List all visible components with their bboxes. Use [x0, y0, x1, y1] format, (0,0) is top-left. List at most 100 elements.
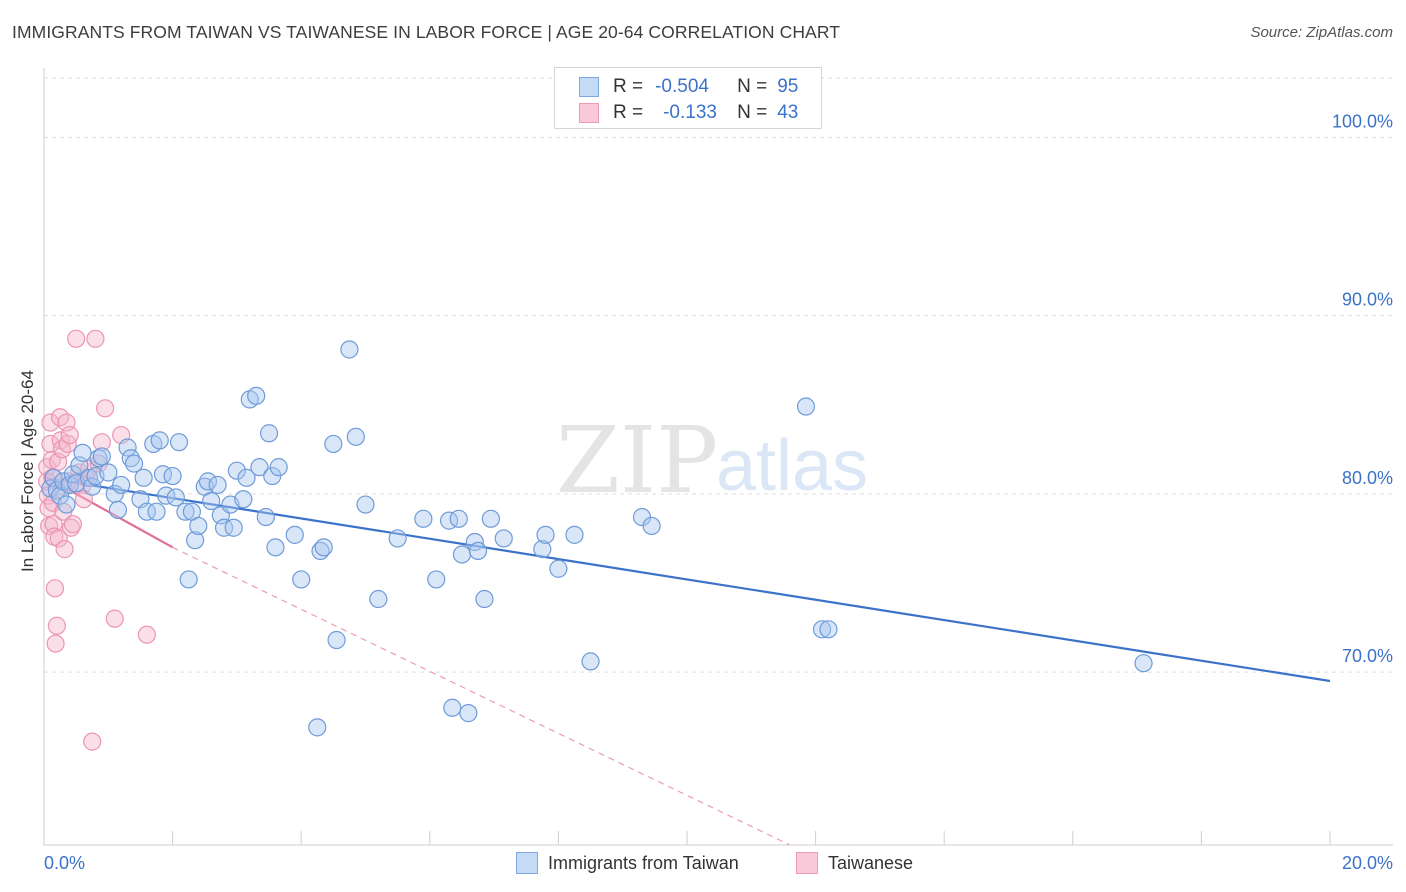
point-immigrants: [327, 630, 346, 650]
watermark-zip: ZIP: [556, 407, 718, 514]
point-immigrants: [134, 468, 153, 487]
legend-n-value: 95: [777, 76, 799, 97]
bottom-legend-immigrants: Immigrants from Taiwan: [516, 852, 739, 874]
point-immigrants: [259, 424, 279, 443]
y-tick-label: 80.0%: [1342, 468, 1393, 488]
point-taiwanese: [105, 609, 124, 628]
legend-swatch-blue: [579, 77, 599, 97]
point-immigrants: [459, 704, 478, 723]
bottom-legend-swatch-blue: [516, 852, 538, 874]
point-immigrants: [73, 443, 92, 462]
y-tick-label: 100.0%: [1332, 111, 1393, 131]
point-immigrants: [292, 570, 311, 589]
point-taiwanese: [58, 434, 77, 454]
legend-r-value: -0.133: [663, 102, 717, 123]
legend-n-label: N =: [737, 76, 768, 97]
point-immigrants: [89, 449, 108, 468]
point-immigrants: [124, 454, 144, 473]
bottom-legend-taiwanese: Taiwanese: [796, 852, 913, 874]
point-immigrants: [581, 652, 600, 671]
y-axis-label: In Labor Force | Age 20-64: [18, 370, 37, 572]
point-immigrants: [356, 495, 375, 514]
legend-r-label: R =: [613, 102, 644, 123]
legend-row-immigrants: R = -0.504 N = 95: [579, 75, 798, 99]
bottom-legend-swatch-pink: [796, 852, 818, 874]
point-immigrants: [108, 500, 128, 520]
point-immigrants: [208, 475, 227, 495]
x-tick-label: 0.0%: [44, 853, 85, 873]
watermark: ZIP atlas: [556, 407, 868, 514]
point-immigrants: [247, 386, 266, 405]
point-taiwanese: [86, 329, 105, 348]
tick-labels: 70.0% 80.0% 90.0% 100.0% 0.0% 20.0%: [44, 111, 1393, 873]
x-tick-label: 20.0%: [1342, 853, 1393, 873]
point-immigrants: [494, 529, 513, 548]
point-immigrants: [533, 540, 552, 559]
legend-row-taiwanese: R = -0.133 N = 43: [579, 101, 798, 125]
point-immigrants: [369, 589, 388, 609]
point-immigrants: [642, 516, 661, 536]
point-immigrants: [340, 340, 359, 359]
point-immigrants: [234, 490, 253, 509]
point-immigrants: [812, 620, 832, 639]
point-immigrants: [163, 466, 182, 486]
point-immigrants: [414, 509, 433, 528]
point-immigrants: [214, 518, 234, 537]
point-immigrants: [468, 541, 488, 561]
legend-swatch-pink: [579, 103, 599, 123]
point-taiwanese: [45, 579, 65, 598]
series-immigrants-points: [41, 340, 1153, 737]
point-immigrants: [269, 458, 288, 477]
point-taiwanese: [63, 515, 83, 534]
point-immigrants: [311, 541, 330, 561]
legend-n-label: N =: [737, 102, 768, 123]
point-immigrants: [176, 502, 195, 521]
point-immigrants: [346, 427, 365, 446]
point-immigrants: [250, 458, 269, 477]
trend-line-immigrants: [43, 476, 1331, 683]
point-taiwanese: [52, 440, 72, 459]
point-taiwanese: [46, 634, 65, 653]
trend-line-taiwanese-extension: [172, 546, 791, 846]
point-immigrants: [443, 698, 462, 717]
legend-r-label: R =: [613, 76, 644, 97]
point-taiwanese: [55, 540, 74, 559]
point-taiwanese: [137, 625, 156, 644]
series-taiwanese-points: [38, 329, 156, 751]
point-immigrants: [256, 507, 275, 527]
watermark-atlas: atlas: [716, 426, 868, 506]
point-immigrants: [202, 491, 221, 511]
point-immigrants: [166, 488, 185, 507]
legend-n-value: 43: [777, 102, 799, 123]
point-immigrants: [198, 472, 218, 491]
point-immigrants: [112, 475, 131, 495]
point-immigrants: [475, 589, 494, 609]
point-immigrants: [324, 434, 343, 454]
point-immigrants: [314, 538, 333, 557]
point-immigrants: [92, 447, 111, 466]
point-immigrants: [536, 525, 555, 544]
point-taiwanese: [49, 529, 68, 548]
point-immigrants: [57, 495, 76, 514]
bottom-legend-label-taiwanese: Taiwanese: [828, 852, 914, 873]
stats-legend: R = -0.504 N = 95 R = -0.133 N = 43: [554, 67, 822, 129]
point-immigrants: [186, 531, 205, 550]
point-immigrants: [224, 518, 243, 537]
point-taiwanese: [47, 616, 66, 635]
bottom-legend-label-immigrants: Immigrants from Taiwan: [548, 852, 739, 873]
point-immigrants: [449, 509, 468, 528]
point-immigrants: [481, 509, 500, 528]
point-immigrants: [179, 570, 198, 589]
point-immigrants: [83, 477, 102, 496]
point-immigrants: [549, 559, 568, 578]
point-immigrants: [452, 545, 472, 564]
point-immigrants: [819, 620, 838, 639]
point-taiwanese: [67, 329, 86, 348]
point-immigrants: [99, 463, 118, 482]
chart-title: IMMIGRANTS FROM TAIWAN VS TAIWANESE IN L…: [12, 22, 841, 42]
point-taiwanese: [83, 732, 102, 751]
point-immigrants: [137, 502, 156, 521]
point-immigrants: [263, 466, 282, 486]
point-immigrants: [1134, 654, 1153, 673]
point-taiwanese: [60, 425, 79, 445]
